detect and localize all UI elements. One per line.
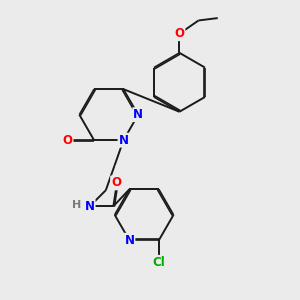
Text: H: H xyxy=(72,200,81,210)
Text: O: O xyxy=(174,27,184,40)
Text: Cl: Cl xyxy=(152,256,165,269)
Text: O: O xyxy=(111,176,121,189)
Text: N: N xyxy=(124,234,134,247)
Text: O: O xyxy=(63,134,73,147)
Text: N: N xyxy=(133,108,143,121)
Text: N: N xyxy=(118,134,128,147)
Text: N: N xyxy=(85,200,94,213)
